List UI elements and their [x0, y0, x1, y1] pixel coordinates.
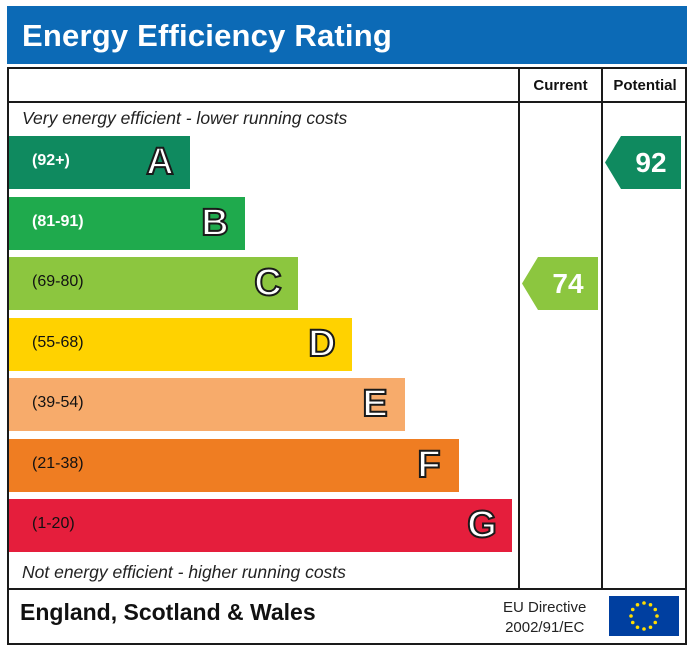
page-title: Energy Efficiency Rating [22, 18, 393, 53]
header-banner: Energy Efficiency Rating [7, 6, 687, 64]
band-letter: E [361, 382, 388, 426]
eu-directive-line2: 2002/91/EC [505, 619, 585, 636]
band-range-label: (81-91) [32, 212, 84, 230]
eu-directive: EU Directive 2002/91/EC [503, 598, 586, 638]
eu-star-icon [635, 602, 640, 607]
band-e: (39-54) E [9, 378, 405, 431]
eu-star-icon [655, 614, 659, 618]
eu-star-icon [630, 607, 635, 612]
band-letter: F [416, 443, 441, 487]
band-c: (69-80) C [9, 257, 298, 310]
band-d: (55-68) D [9, 317, 352, 371]
bottom-note: Not energy efficient - higher running co… [22, 562, 346, 582]
band-letter: D [307, 322, 336, 366]
band-a: (92+) A [9, 136, 190, 189]
band-range-label: (55-68) [32, 333, 84, 351]
header-row-divider [7, 101, 687, 103]
eu-star-icon [653, 620, 658, 625]
potential-rating-arrow: 92 [605, 136, 681, 189]
top-note: Very energy efficient - lower running co… [22, 108, 348, 128]
band-range-label: (92+) [32, 152, 70, 169]
band-letter: B [200, 201, 229, 245]
eu-star-icon [642, 627, 646, 631]
band-b: (81-91) B [9, 196, 245, 250]
band-letter: C [253, 261, 282, 305]
band-range-label: (21-38) [32, 454, 84, 472]
band-range-label: (69-80) [32, 273, 84, 290]
band-range-label: (1-20) [32, 515, 75, 532]
column-divider-potential [601, 67, 603, 590]
band-g: (1-20) G [9, 499, 512, 552]
potential-column-header: Potential [613, 77, 677, 94]
current-column-header: Current [533, 77, 588, 94]
eu-flag-icon [609, 596, 679, 636]
eu-star-icon [648, 602, 653, 607]
potential-rating-value: 92 [635, 147, 667, 178]
band-letter: G [466, 503, 498, 547]
eu-star-icon [630, 620, 635, 625]
current-rating-value: 74 [552, 268, 584, 299]
eu-directive-line1: EU Directive [503, 599, 587, 616]
eu-star-icon [635, 625, 640, 630]
band-range-label: (39-54) [32, 394, 84, 411]
footer-region: England, Scotland & Wales [20, 599, 316, 625]
band-f: (21-38) F [9, 438, 459, 492]
rating-frame [7, 67, 687, 645]
column-divider-current [518, 67, 520, 590]
eu-star-icon [648, 625, 653, 630]
eu-star-icon [653, 607, 658, 612]
band-letter: A [145, 140, 174, 184]
eu-star-icon [642, 601, 646, 605]
footer-divider [7, 588, 687, 590]
eu-star-icon [629, 614, 633, 618]
current-rating-arrow: 74 [522, 257, 598, 310]
